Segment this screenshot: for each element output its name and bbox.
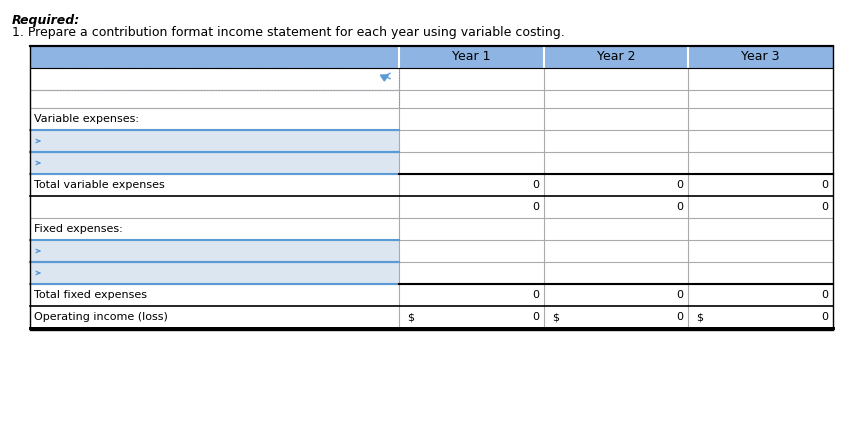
- Bar: [400, 306, 544, 328]
- Bar: [30, 262, 400, 284]
- Text: $: $: [696, 312, 703, 322]
- Bar: [689, 196, 833, 218]
- Bar: [30, 90, 400, 108]
- Bar: [544, 218, 689, 240]
- Bar: [544, 108, 689, 130]
- Text: Total fixed expenses: Total fixed expenses: [34, 290, 147, 300]
- Bar: [30, 240, 400, 262]
- Bar: [689, 90, 833, 108]
- Bar: [400, 90, 544, 108]
- Bar: [544, 68, 689, 90]
- Text: 0: 0: [532, 202, 539, 212]
- Text: 0: 0: [821, 290, 828, 300]
- Text: $: $: [552, 312, 559, 322]
- Bar: [400, 284, 544, 306]
- Bar: [400, 240, 544, 262]
- Bar: [30, 130, 400, 152]
- Bar: [544, 174, 689, 196]
- Bar: [30, 196, 400, 218]
- Bar: [30, 306, 400, 328]
- Bar: [544, 306, 689, 328]
- Text: 0: 0: [676, 290, 684, 300]
- Text: $: $: [407, 312, 415, 322]
- Text: Variable expenses:: Variable expenses:: [34, 114, 139, 124]
- Bar: [30, 262, 400, 284]
- Polygon shape: [380, 75, 389, 81]
- Bar: [689, 262, 833, 284]
- Bar: [544, 262, 689, 284]
- Text: 0: 0: [532, 180, 539, 190]
- Text: 0: 0: [821, 312, 828, 322]
- Text: Year 3: Year 3: [742, 50, 780, 63]
- Bar: [30, 68, 400, 90]
- Bar: [400, 68, 544, 90]
- Bar: [30, 46, 833, 68]
- Text: Total variable expenses: Total variable expenses: [34, 180, 164, 190]
- Text: 0: 0: [532, 290, 539, 300]
- Bar: [689, 284, 833, 306]
- Text: 0: 0: [676, 202, 684, 212]
- Bar: [544, 196, 689, 218]
- Bar: [544, 90, 689, 108]
- Bar: [689, 174, 833, 196]
- Text: 0: 0: [532, 312, 539, 322]
- Bar: [30, 130, 400, 152]
- Bar: [544, 130, 689, 152]
- Bar: [689, 68, 833, 90]
- Text: Fixed expenses:: Fixed expenses:: [34, 224, 123, 234]
- Text: Operating income (loss): Operating income (loss): [34, 312, 168, 322]
- Bar: [30, 46, 400, 68]
- Bar: [544, 240, 689, 262]
- Bar: [30, 152, 400, 174]
- Bar: [30, 174, 400, 196]
- Bar: [30, 152, 400, 174]
- Text: 0: 0: [676, 312, 684, 322]
- Text: Required:: Required:: [12, 14, 80, 27]
- Bar: [30, 240, 400, 262]
- Bar: [400, 196, 544, 218]
- Text: 0: 0: [821, 202, 828, 212]
- Bar: [30, 108, 400, 130]
- Bar: [400, 218, 544, 240]
- Bar: [689, 306, 833, 328]
- Bar: [400, 108, 544, 130]
- Bar: [30, 284, 400, 306]
- Bar: [400, 262, 544, 284]
- Bar: [544, 284, 689, 306]
- Text: 1. Prepare a contribution format income statement for each year using variable c: 1. Prepare a contribution format income …: [12, 26, 565, 39]
- Bar: [30, 218, 400, 240]
- Bar: [689, 218, 833, 240]
- Bar: [400, 152, 544, 174]
- Bar: [400, 174, 544, 196]
- Text: Year 1: Year 1: [453, 50, 491, 63]
- Bar: [689, 152, 833, 174]
- Text: 0: 0: [676, 180, 684, 190]
- Bar: [689, 240, 833, 262]
- Bar: [689, 130, 833, 152]
- Text: 0: 0: [821, 180, 828, 190]
- Bar: [400, 130, 544, 152]
- Bar: [544, 152, 689, 174]
- Text: Year 2: Year 2: [597, 50, 636, 63]
- Bar: [689, 108, 833, 130]
